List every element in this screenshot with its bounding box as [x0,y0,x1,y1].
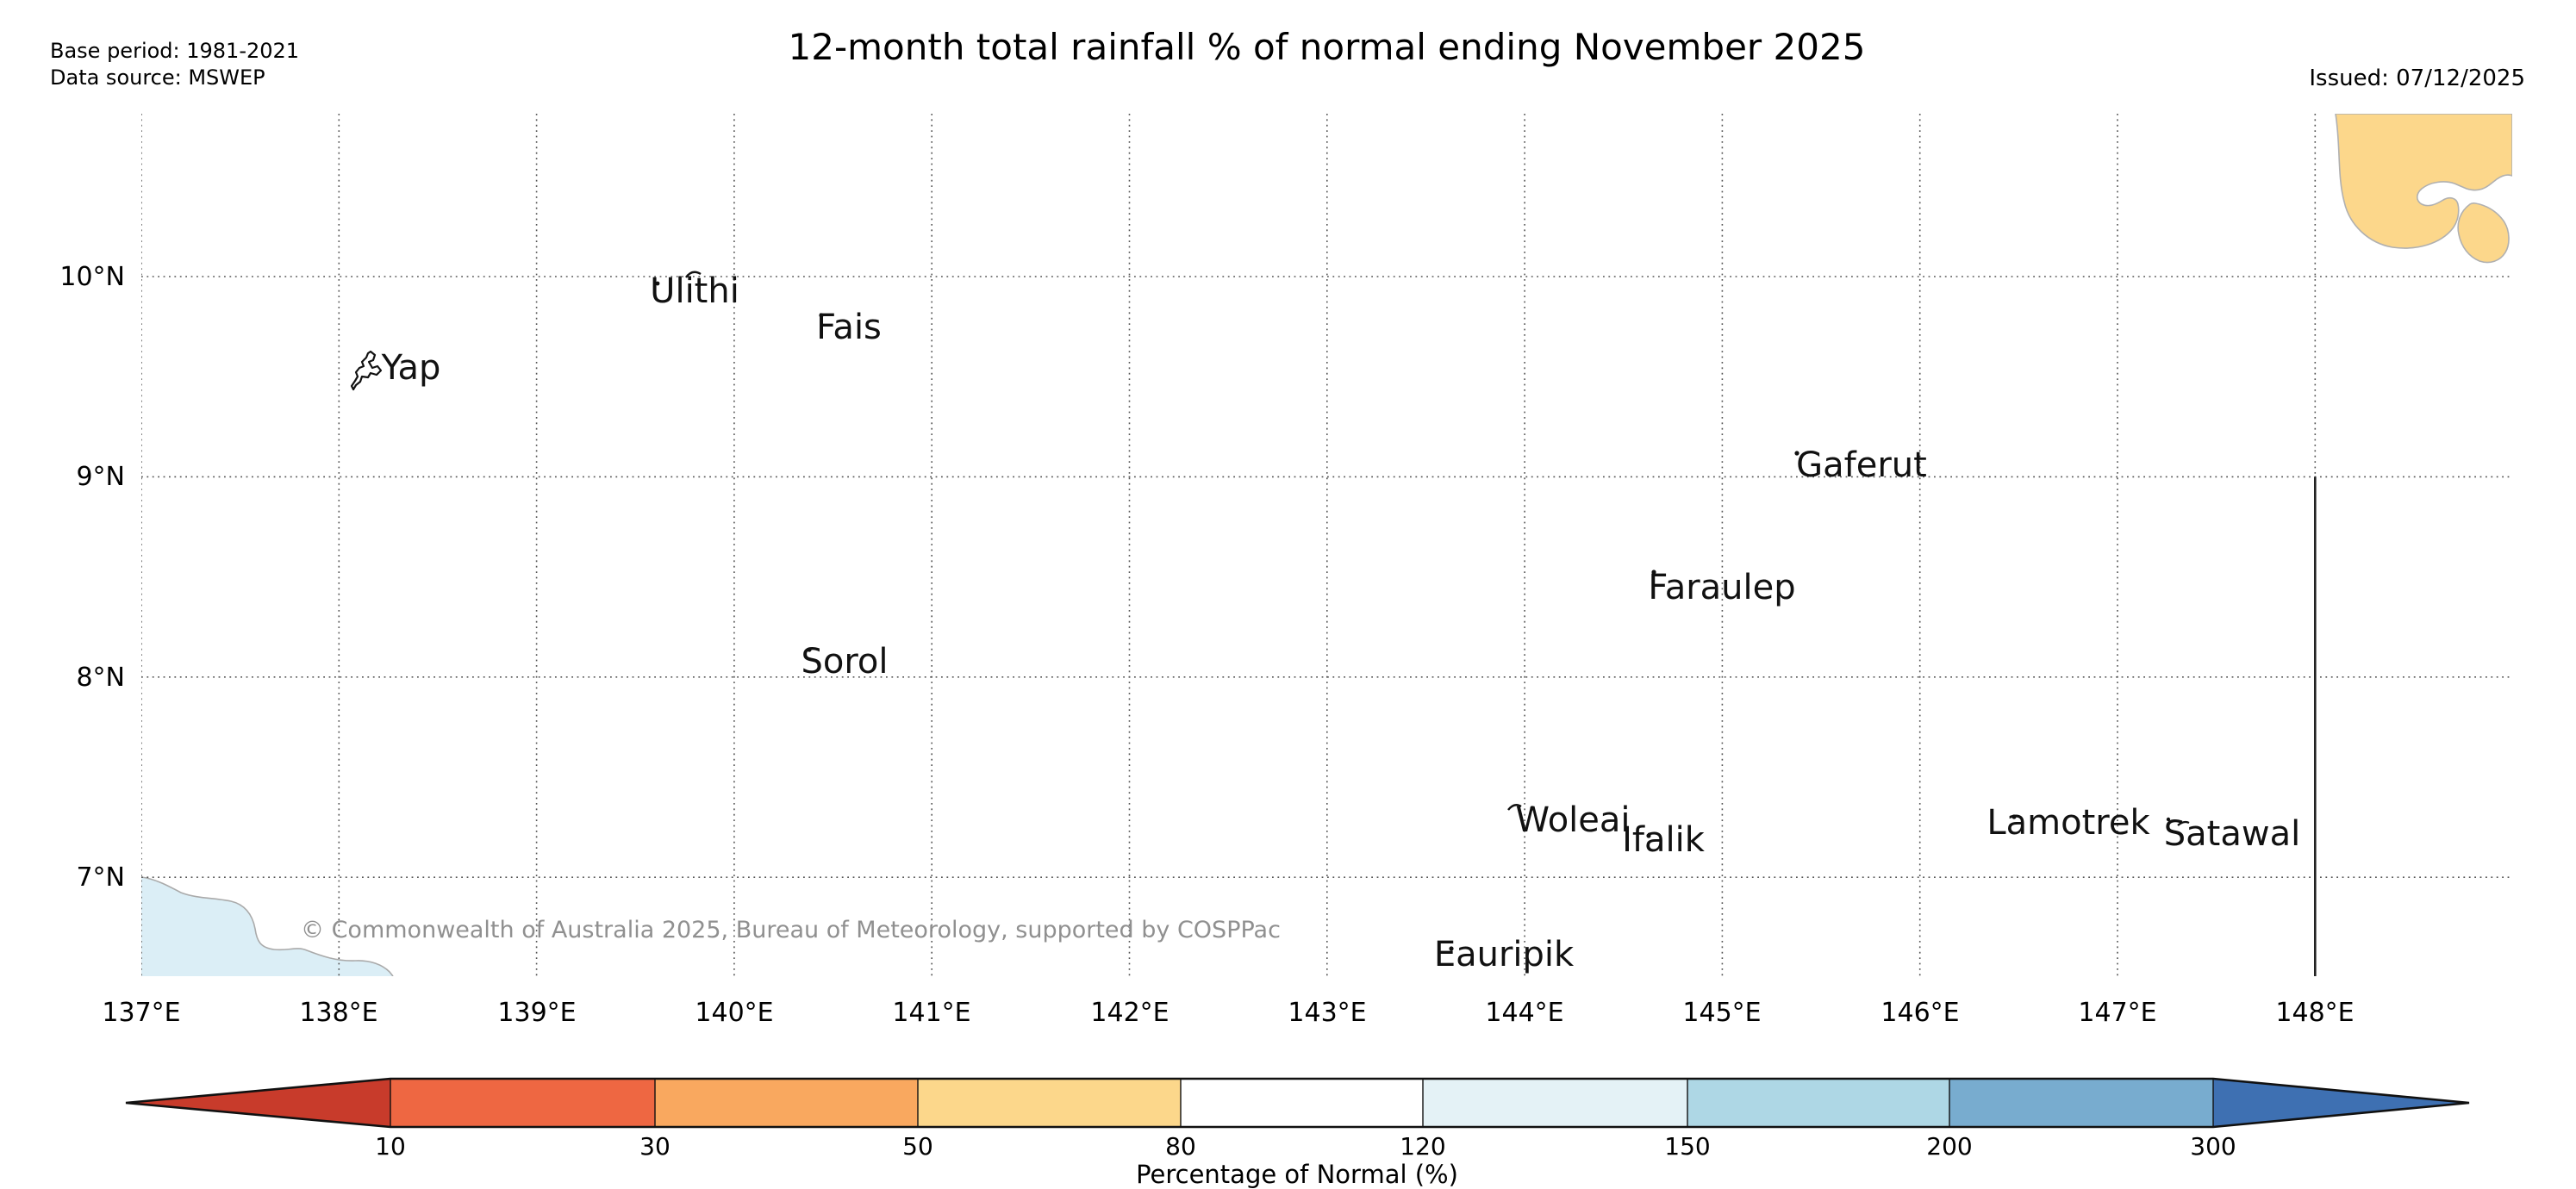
lon-tick-147e: 147°E [2078,998,2157,1028]
lon-tick-148e: 148°E [2275,998,2355,1028]
data-source-text: Data source: MSWEP [50,65,265,90]
colorbar [125,1077,2470,1129]
woleai-atoll-arc [1507,804,1522,811]
fais-island-dot [819,313,824,318]
landmass-shape [2335,114,2512,249]
lon-tick-139e: 139°E [497,998,577,1028]
colorbar-tick-150: 150 [1664,1132,1711,1161]
island-label-fais: Fais [816,308,882,347]
island-label-faraulep: Faraulep [1648,568,1796,607]
lon-tick-143e: 143°E [1288,998,1367,1028]
island-label-eauripik: Eauripik [1433,935,1575,974]
lon-tick-141e: 141°E [892,998,971,1028]
colorbar-tick-200: 200 [1926,1132,1973,1161]
colorbar-axis-label: Percentage of Normal (%) [1136,1160,1458,1189]
colorbar-tick-10: 10 [375,1132,406,1161]
base-period-text: Base period: 1981-2021 [50,39,300,63]
island-label-satawal: Satawal [2163,814,2301,854]
lon-tick-146e: 146°E [1881,998,1960,1028]
sorol-island-dot [807,647,812,652]
colorbar-right-arrow [2213,1079,2469,1127]
lat-tick-9n: 9°N [76,462,125,492]
colorbar-segment-200-300 [1949,1079,2213,1127]
shelf-shape [141,877,393,976]
colorbar-left-arrow [126,1079,390,1127]
lamotrek-island-dot [2012,814,2017,819]
woleai-island-dot [1530,806,1535,811]
copyright-text: © Commonwealth of Australia 2025, Bureau… [301,917,1281,943]
lon-tick-142e: 142°E [1090,998,1169,1028]
island-label-woleai: Woleai [1515,800,1631,840]
faraulep-island-dot [1651,570,1656,575]
ulithi-atoll-arc [685,271,702,278]
colorbar-segment-30-50 [655,1079,918,1127]
shelf-coastline [141,876,394,976]
island-label-ulithi: Ulithi [650,271,739,311]
colorbar-dividers [390,1079,2214,1127]
lon-tick-137e: 137°E [102,998,181,1028]
lon-tick-144e: 144°E [1485,998,1564,1028]
gridlines-vertical [141,114,2317,976]
lat-tick-8n: 8°N [76,663,125,693]
island-label-gaferut: Gaferut [1796,445,1927,485]
colorbar-outline [125,1077,2470,1129]
ifalik-island-dot [1646,833,1651,838]
yap-island-outline [350,350,383,391]
lat-tick-7n: 7°N [76,862,125,893]
colorbar-segment-150-200 [1687,1079,1949,1127]
landmass-islet-shape [2457,202,2510,264]
island-label-ifalik: Ifalik [1622,820,1705,860]
island-markers [655,271,2190,951]
colorbar-segment-50-80 [918,1079,1181,1127]
island-label-lamotrek: Lamotrek [1987,803,2150,843]
colorbar-segment-120-150 [1423,1079,1687,1127]
lon-tick-138e: 138°E [299,998,378,1028]
colorbar-tick-300: 300 [2190,1132,2236,1161]
colorbar-tick-50: 50 [902,1132,933,1161]
island-label-yap: Yap [381,348,441,388]
island-label-sorol: Sorol [801,642,889,682]
lon-tick-145e: 145°E [1682,998,1762,1028]
map-plot-area [141,114,2512,976]
ulithi-island-dot [655,281,660,286]
colorbar-tick-30: 30 [639,1132,671,1161]
page-title: 12-month total rainfall % of normal endi… [788,26,1866,68]
colorbar-tick-120: 120 [1400,1132,1446,1161]
satawal-island-dot [2166,817,2171,822]
satawal-atoll-arc [2177,820,2190,826]
gridlines-horizontal [141,276,2512,879]
colorbar-segment-80-120 [1181,1079,1423,1127]
colorbar-segment-10-30 [390,1079,655,1127]
eauripik-island-dot [1449,946,1454,951]
gaferut-island-dot [1794,451,1799,456]
issued-date-text: Issued: 07/12/2025 [2309,65,2525,91]
lat-tick-10n: 10°N [59,262,125,292]
colorbar-tick-80: 80 [1165,1132,1196,1161]
lon-tick-140e: 140°E [695,998,774,1028]
